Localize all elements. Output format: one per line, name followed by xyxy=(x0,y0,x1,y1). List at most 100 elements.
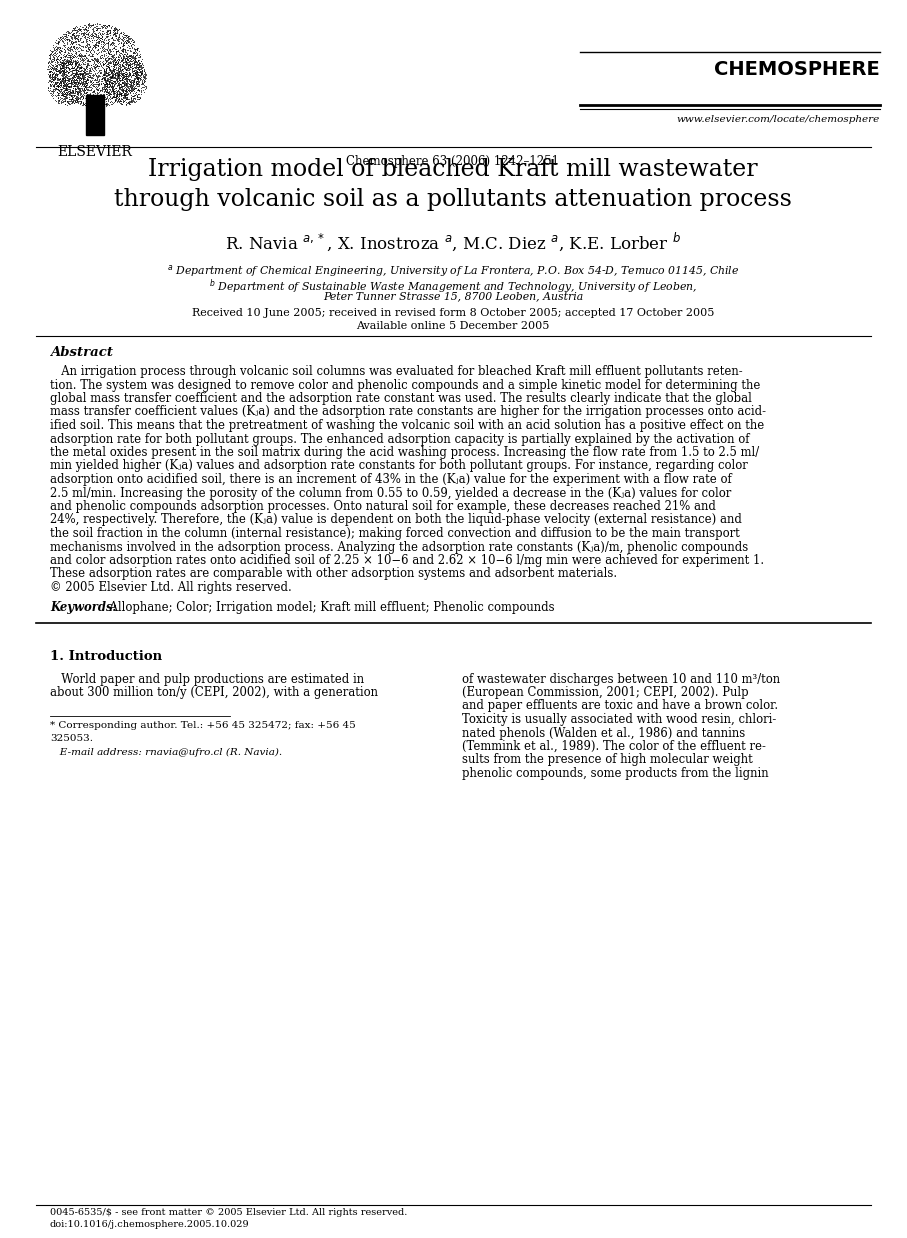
Point xyxy=(130,74,144,94)
Point xyxy=(101,85,115,105)
Point xyxy=(135,78,150,98)
Point xyxy=(82,95,96,115)
Point xyxy=(103,19,118,38)
Point xyxy=(99,51,113,71)
Point xyxy=(45,68,60,88)
Point xyxy=(79,20,93,40)
Point xyxy=(63,61,78,80)
Point xyxy=(118,57,132,77)
Point xyxy=(99,79,113,99)
Point xyxy=(66,67,81,87)
Point xyxy=(73,19,87,38)
Point xyxy=(131,69,145,89)
Point xyxy=(94,57,109,77)
Point xyxy=(52,80,66,100)
Point xyxy=(93,61,107,80)
Point xyxy=(89,67,103,87)
Point xyxy=(119,79,133,99)
Point xyxy=(91,41,105,61)
Point xyxy=(81,25,95,45)
Point xyxy=(69,53,83,73)
Point xyxy=(90,79,104,99)
Point xyxy=(60,48,74,68)
Point xyxy=(131,54,145,74)
Point xyxy=(90,89,104,109)
Point xyxy=(80,95,94,115)
Point xyxy=(132,61,146,80)
Point xyxy=(44,58,59,78)
Point xyxy=(59,56,73,76)
Point xyxy=(122,48,136,68)
Point xyxy=(119,46,133,66)
Point xyxy=(126,32,141,52)
Point xyxy=(112,63,126,83)
Point xyxy=(94,25,109,45)
Point xyxy=(63,51,77,71)
Point xyxy=(104,78,119,98)
Point xyxy=(118,41,132,61)
Point xyxy=(118,82,132,102)
Point xyxy=(116,46,131,66)
Point xyxy=(129,68,143,88)
Point xyxy=(130,87,144,106)
Point xyxy=(56,59,71,79)
Point xyxy=(52,54,66,74)
Text: CHEMOSPHERE: CHEMOSPHERE xyxy=(714,59,880,79)
Point xyxy=(70,56,84,76)
Point xyxy=(128,85,142,105)
Point xyxy=(108,41,122,61)
Point xyxy=(102,48,116,68)
Point xyxy=(49,74,63,94)
Point xyxy=(53,27,67,47)
Point xyxy=(103,69,118,89)
Point xyxy=(130,77,144,97)
Point xyxy=(85,71,100,90)
Point xyxy=(54,72,68,92)
Point xyxy=(82,15,96,35)
Point xyxy=(126,79,141,99)
Point xyxy=(63,51,77,71)
Text: phenolic compounds, some products from the lignin: phenolic compounds, some products from t… xyxy=(462,768,768,780)
Point xyxy=(128,40,142,59)
Point xyxy=(44,66,59,85)
Point xyxy=(113,84,128,104)
Point xyxy=(96,59,111,79)
Point xyxy=(63,64,78,84)
Point xyxy=(63,64,78,84)
Point xyxy=(107,37,122,57)
Point xyxy=(83,87,98,106)
Point xyxy=(123,71,138,90)
Point xyxy=(125,42,140,62)
Point xyxy=(99,63,113,83)
Point xyxy=(47,58,62,78)
Point xyxy=(106,77,121,97)
Point xyxy=(48,90,63,110)
Point xyxy=(111,76,125,95)
Point xyxy=(63,53,77,73)
Point xyxy=(102,15,116,35)
Point xyxy=(132,82,146,102)
Point xyxy=(94,45,109,64)
Point xyxy=(62,58,76,78)
Point xyxy=(79,41,93,61)
Point xyxy=(119,95,133,115)
Point xyxy=(122,64,137,84)
Point xyxy=(112,61,126,80)
Point xyxy=(57,54,72,74)
Point xyxy=(59,89,73,109)
Point xyxy=(111,61,125,80)
Point xyxy=(112,68,126,88)
Point xyxy=(49,61,63,80)
Point xyxy=(116,54,131,74)
Point xyxy=(75,58,90,78)
Point xyxy=(69,64,83,84)
Point xyxy=(71,84,85,104)
Point xyxy=(100,20,114,40)
Point xyxy=(105,47,120,67)
Point xyxy=(105,79,120,99)
Point xyxy=(77,62,92,82)
Point xyxy=(113,43,128,63)
Point xyxy=(101,26,115,46)
Point xyxy=(94,68,109,88)
Point xyxy=(126,90,141,110)
